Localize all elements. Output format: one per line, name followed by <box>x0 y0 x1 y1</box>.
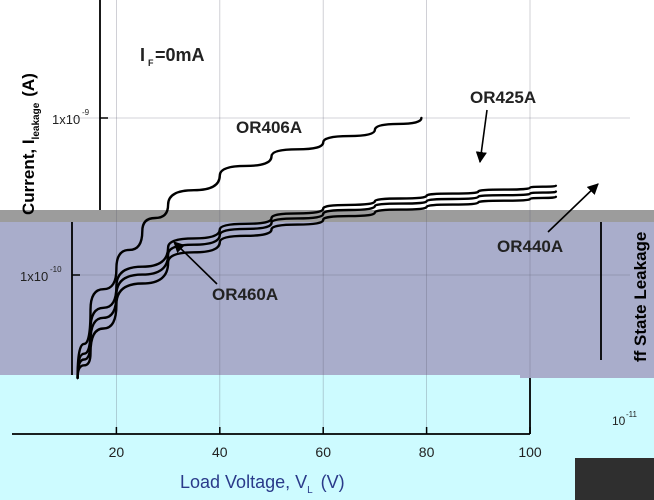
y-title-unit: (A) <box>19 73 38 97</box>
x-tick-label: 100 <box>518 444 542 460</box>
label-or406a: OR406A <box>236 118 302 137</box>
chart-curves <box>76 116 558 380</box>
x-ticks: 20 40 60 80 100 <box>109 427 542 460</box>
series-line-or460a <box>76 195 558 380</box>
x-tick-label: 80 <box>419 444 435 460</box>
x-tick-label: 40 <box>212 444 228 460</box>
x-title-sub: L <box>307 485 313 496</box>
annotation-arrows <box>173 109 599 285</box>
x-title-main: Load Voltage, VL (V) <box>180 472 345 496</box>
y-tick-base: 1x10 <box>52 112 80 127</box>
series-labels: OR406A OR425A OR440A OR460A <box>212 88 563 304</box>
y-axis-title: Current, Ileakage(A) <box>19 73 42 215</box>
series-line-or406a <box>76 116 423 380</box>
y-tick-1e-10: 1x10 -10 <box>20 265 62 284</box>
arrow-or460a <box>173 241 218 285</box>
y-axis-title-right: ff State Leakage <box>631 232 650 362</box>
y-title-right-text: ff State Leakage <box>631 232 650 362</box>
condition-label: I F =0mA <box>140 45 205 68</box>
condition-sub: F <box>148 58 154 68</box>
condition-i: I <box>140 45 145 65</box>
label-or425a: OR425A <box>470 88 536 107</box>
y-tick-right: 10 -11 <box>612 410 638 428</box>
x-title-unit: (V) <box>321 472 345 492</box>
y-ticks: 1x10 -9 1x10 -10 10 -11 <box>20 108 638 428</box>
x-axis-title: Load Voltage, VL (V) <box>180 472 345 496</box>
gray-band <box>0 210 654 222</box>
chart-grid <box>72 0 630 434</box>
y-tick-base: 10 <box>612 414 626 428</box>
purple-right-block <box>520 362 654 378</box>
y-tick-1e-9: 1x10 -9 <box>52 108 90 127</box>
x-tick-label: 20 <box>109 444 125 460</box>
y-title-sub: leakage <box>31 102 42 139</box>
label-or440a: OR440A <box>497 237 563 256</box>
y-tick-marks <box>72 117 108 276</box>
y-title-main: Current, Ileakage(A) <box>19 73 42 215</box>
cyan-band <box>0 375 654 500</box>
arrow-or425a <box>475 109 488 164</box>
chart-axes <box>12 0 602 435</box>
label-or460a: OR460A <box>212 285 278 304</box>
y-tick-exp: -11 <box>626 410 638 419</box>
purple-band <box>0 222 654 375</box>
arrow-or440a <box>547 183 599 233</box>
y-tick-exp: -10 <box>50 265 62 274</box>
condition-value: =0mA <box>155 45 205 65</box>
dark-band <box>575 458 654 500</box>
y-tick-exp: -9 <box>82 108 90 117</box>
y-tick-base: 1x10 <box>20 269 48 284</box>
x-tick-label: 60 <box>315 444 331 460</box>
background-bands <box>0 210 654 500</box>
